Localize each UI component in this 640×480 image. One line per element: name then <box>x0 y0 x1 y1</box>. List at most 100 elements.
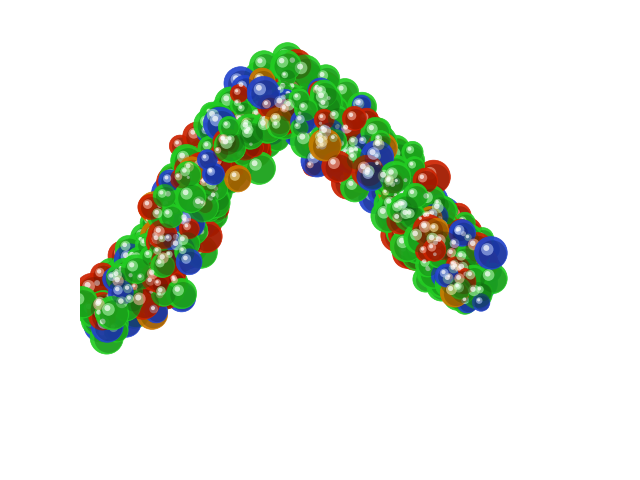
Circle shape <box>228 119 233 123</box>
Circle shape <box>401 238 435 271</box>
Circle shape <box>372 139 385 150</box>
Circle shape <box>157 219 184 246</box>
Circle shape <box>86 277 103 295</box>
Circle shape <box>183 219 207 244</box>
Circle shape <box>136 270 142 276</box>
Circle shape <box>225 133 230 139</box>
Circle shape <box>163 172 175 185</box>
Circle shape <box>244 137 270 164</box>
Circle shape <box>92 310 97 315</box>
Circle shape <box>181 216 196 231</box>
Circle shape <box>132 272 163 302</box>
Circle shape <box>299 112 310 123</box>
Circle shape <box>335 113 356 133</box>
Circle shape <box>204 142 209 146</box>
Circle shape <box>207 163 219 174</box>
Circle shape <box>431 223 449 241</box>
Circle shape <box>348 92 376 121</box>
Circle shape <box>169 202 179 211</box>
Circle shape <box>239 155 243 159</box>
Circle shape <box>413 206 422 215</box>
Circle shape <box>139 263 142 267</box>
Circle shape <box>144 285 164 305</box>
Circle shape <box>200 152 217 169</box>
Circle shape <box>163 208 185 230</box>
Circle shape <box>186 190 218 222</box>
Circle shape <box>425 228 458 260</box>
Circle shape <box>158 235 166 242</box>
Circle shape <box>435 249 442 255</box>
Circle shape <box>138 192 170 223</box>
Circle shape <box>316 110 341 136</box>
Circle shape <box>280 82 291 93</box>
Circle shape <box>269 108 276 116</box>
Circle shape <box>110 299 131 319</box>
Circle shape <box>337 165 341 169</box>
Circle shape <box>306 123 313 130</box>
Circle shape <box>189 192 197 200</box>
Circle shape <box>215 130 228 143</box>
Circle shape <box>447 274 451 277</box>
Circle shape <box>330 132 356 157</box>
Circle shape <box>364 123 368 127</box>
Circle shape <box>162 220 180 239</box>
Circle shape <box>330 131 348 149</box>
Circle shape <box>110 304 118 312</box>
Circle shape <box>418 195 436 214</box>
Circle shape <box>99 300 102 303</box>
Circle shape <box>271 78 276 84</box>
Circle shape <box>449 264 472 287</box>
Circle shape <box>413 218 420 225</box>
Circle shape <box>123 284 145 306</box>
Circle shape <box>387 196 413 223</box>
Circle shape <box>147 238 164 256</box>
Circle shape <box>207 180 232 205</box>
Circle shape <box>399 244 410 256</box>
Circle shape <box>335 117 364 145</box>
Circle shape <box>421 221 426 227</box>
Circle shape <box>420 273 424 278</box>
Circle shape <box>115 291 120 297</box>
Circle shape <box>346 129 356 140</box>
Circle shape <box>157 260 161 264</box>
Circle shape <box>343 149 349 155</box>
Circle shape <box>263 97 284 118</box>
Circle shape <box>272 120 280 129</box>
Circle shape <box>120 275 126 281</box>
Circle shape <box>164 234 172 241</box>
Circle shape <box>417 207 440 230</box>
Circle shape <box>453 263 457 267</box>
Circle shape <box>231 136 254 160</box>
Circle shape <box>426 224 446 244</box>
Circle shape <box>389 174 407 192</box>
Circle shape <box>386 142 411 167</box>
Circle shape <box>447 240 475 268</box>
Circle shape <box>115 269 118 272</box>
Circle shape <box>424 257 444 277</box>
Circle shape <box>300 86 333 119</box>
Circle shape <box>360 163 387 189</box>
Circle shape <box>326 96 348 119</box>
Circle shape <box>291 125 323 158</box>
Circle shape <box>168 198 197 228</box>
Circle shape <box>305 90 332 118</box>
Circle shape <box>175 230 179 234</box>
Circle shape <box>419 257 448 287</box>
Circle shape <box>334 141 367 173</box>
Circle shape <box>170 219 181 230</box>
Circle shape <box>125 278 156 309</box>
Circle shape <box>406 186 427 207</box>
Circle shape <box>131 265 157 292</box>
Circle shape <box>176 209 204 238</box>
Circle shape <box>380 149 397 167</box>
Circle shape <box>219 160 247 188</box>
Circle shape <box>161 220 186 245</box>
Circle shape <box>365 133 376 144</box>
Circle shape <box>238 131 269 161</box>
Circle shape <box>410 223 431 243</box>
Circle shape <box>446 255 457 265</box>
Circle shape <box>337 108 350 121</box>
Circle shape <box>141 279 147 285</box>
Circle shape <box>315 84 319 89</box>
Circle shape <box>319 140 324 146</box>
